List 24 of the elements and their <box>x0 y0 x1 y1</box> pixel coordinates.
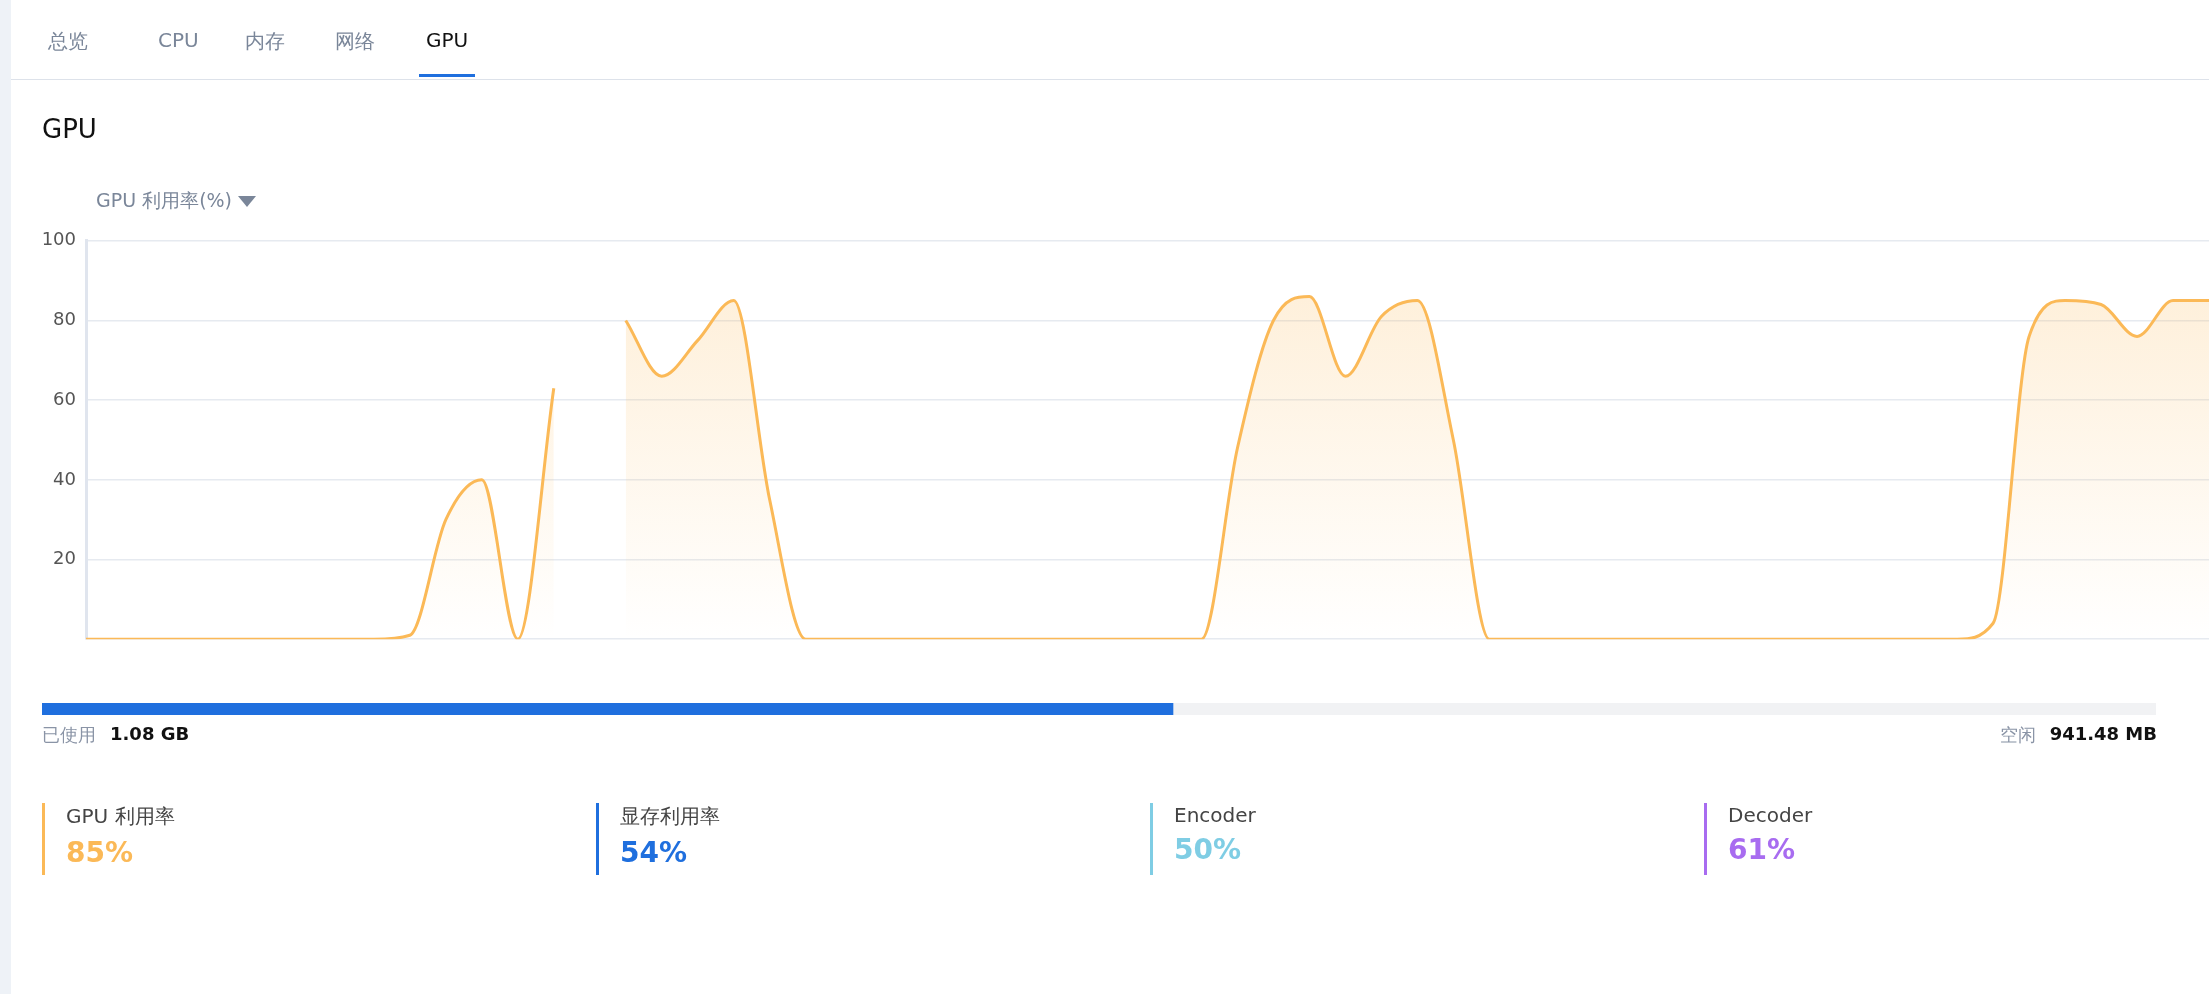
text: CPU <box>158 28 199 52</box>
text: Decoder <box>1728 803 1813 827</box>
text: 显存利用率 <box>620 803 720 830</box>
text: GPU <box>426 28 469 52</box>
text: 1.08 GB <box>110 723 190 744</box>
text: 内存 <box>245 28 285 55</box>
text: 85% <box>66 836 135 869</box>
text: 已使用 <box>42 723 96 747</box>
y-tick-label: 80 <box>53 308 76 330</box>
text: 总览 <box>48 28 88 55</box>
text: Encoder <box>1174 803 1256 827</box>
text: 网络 <box>335 28 375 55</box>
y-tick-label: 100 <box>41 228 76 250</box>
chart-title: GPU <box>42 114 97 144</box>
text: 61% <box>1728 833 1797 866</box>
y-tick-label: 20 <box>53 547 76 569</box>
text: 空闲 <box>1999 723 2036 747</box>
text: 50% <box>1174 833 1243 866</box>
text: 941.48 MB <box>2049 723 2157 744</box>
y-tick-label: 60 <box>53 387 76 409</box>
y-axis-title: GPU 利用率(%) <box>96 188 233 213</box>
text: 54% <box>620 836 689 869</box>
y-tick-label: 40 <box>53 467 76 489</box>
text: GPU 利用率 <box>66 803 175 830</box>
